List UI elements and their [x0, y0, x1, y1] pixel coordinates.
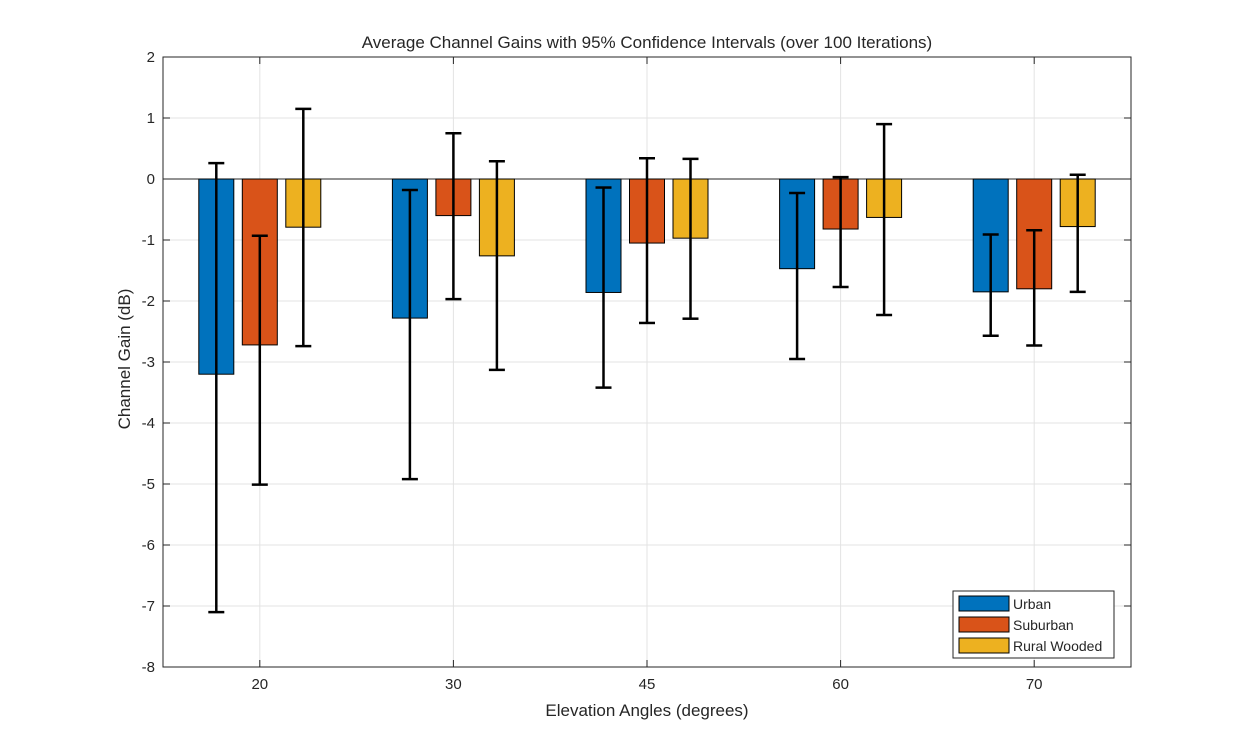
y-tick-label: -7	[142, 598, 155, 615]
y-tick-label: -3	[142, 354, 155, 371]
x-axis-title: Elevation Angles (degrees)	[545, 701, 748, 720]
y-tick-label: -2	[142, 293, 155, 310]
y-tick-label: 2	[147, 49, 155, 66]
x-tick-label: 60	[832, 676, 849, 693]
axes-box	[162, 56, 1132, 668]
axes: 2 1 0 -1 -2 -3 -4 -5 -6 -7 -8 20 30 45 60 70	[142, 49, 1132, 693]
y-tick-label: -6	[142, 537, 155, 554]
chart-title: Average Channel Gains with 95% Confidenc…	[362, 33, 932, 52]
legend-swatch	[958, 637, 1010, 654]
legend-label: Urban	[1013, 596, 1051, 612]
y-tick-label: -5	[142, 476, 155, 493]
y-tick-label: -4	[142, 415, 155, 432]
legend: Urban Suburban Rural Wooded	[952, 590, 1115, 659]
x-tick-label: 45	[639, 676, 656, 693]
y-tick-label: -8	[142, 659, 155, 676]
legend-swatch	[958, 616, 1010, 633]
x-tick-label: 20	[251, 676, 268, 693]
error-bars	[208, 107, 1086, 614]
y-tick-label: 1	[147, 110, 155, 127]
y-tick-label: 0	[147, 171, 155, 188]
legend-swatch	[958, 595, 1010, 612]
legend-label: Suburban	[1013, 617, 1074, 633]
y-tick-label: -1	[142, 232, 155, 249]
x-tick-label: 70	[1026, 676, 1043, 693]
legend-label: Rural Wooded	[1013, 638, 1102, 654]
x-tick-label: 30	[445, 676, 462, 693]
y-axis-title: Channel Gain (dB)	[115, 289, 134, 430]
